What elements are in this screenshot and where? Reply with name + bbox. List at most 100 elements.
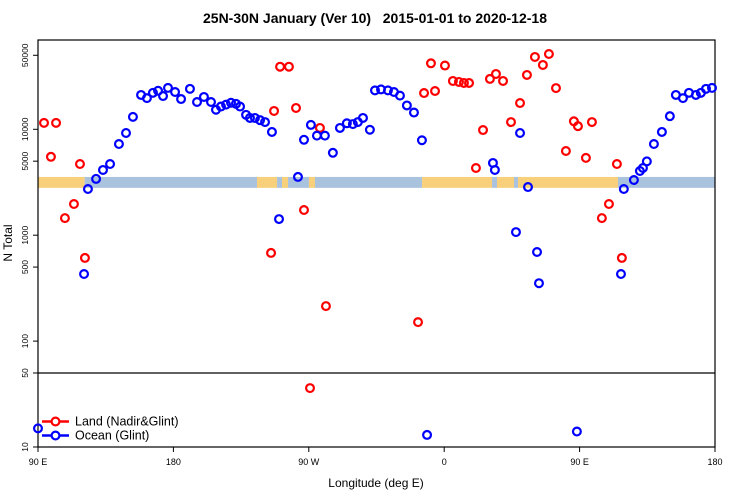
data-point-land — [266, 247, 277, 258]
data-point-land — [45, 151, 56, 162]
data-point-ocean — [244, 112, 255, 123]
data-point-land — [498, 75, 509, 86]
legend-label-land: Land (Nadir&Glint) — [75, 415, 179, 429]
data-point-ocean — [664, 111, 675, 122]
data-point-ocean — [32, 423, 43, 434]
data-point-ocean — [91, 173, 102, 184]
y-axis-tick-label: 10000 — [20, 117, 30, 141]
land-ocean-band-segment-ocean — [277, 176, 283, 188]
data-point-ocean — [364, 124, 375, 135]
data-point-land — [419, 88, 430, 99]
data-point-ocean — [357, 112, 368, 123]
data-point-land — [616, 252, 627, 263]
x-axis-tick-label: 90 W — [298, 457, 320, 467]
y-axis-tick-label: 5000 — [20, 151, 30, 170]
x-axis-tick-label: 90 E — [570, 457, 589, 467]
data-point-ocean — [105, 159, 116, 170]
data-point-ocean — [158, 91, 169, 102]
data-point-ocean — [648, 139, 659, 150]
data-point-land — [413, 317, 424, 328]
data-point-ocean — [192, 97, 203, 108]
land-ocean-band-segment-land — [422, 176, 493, 188]
data-point-land — [51, 117, 62, 128]
data-point-land — [283, 61, 294, 72]
data-point-ocean — [319, 130, 330, 141]
data-point-land — [275, 61, 286, 72]
data-point-land — [291, 102, 302, 113]
data-point-ocean — [113, 139, 124, 150]
land-ocean-band-segment-land — [308, 176, 315, 188]
data-point-ocean — [305, 119, 316, 130]
data-point-ocean — [127, 111, 138, 122]
data-point-land — [596, 213, 607, 224]
data-point-ocean — [677, 93, 688, 104]
data-point-ocean — [141, 93, 152, 104]
data-point-land — [505, 117, 516, 128]
data-point-ocean — [327, 147, 338, 158]
data-point-ocean — [422, 429, 433, 440]
land-ocean-band-segment-land — [282, 176, 289, 188]
data-point-land — [320, 301, 331, 312]
data-point-ocean — [97, 164, 108, 175]
data-point-ocean — [382, 85, 393, 96]
land-ocean-band-segment-ocean — [84, 176, 258, 188]
data-point-ocean — [641, 156, 652, 167]
data-point-ocean — [170, 87, 181, 98]
data-point-land — [515, 98, 526, 109]
data-point-land — [269, 105, 280, 116]
data-point-ocean — [515, 127, 526, 138]
data-point-ocean — [274, 214, 285, 225]
data-point-ocean — [311, 130, 322, 141]
data-point-land — [470, 163, 481, 174]
x-axis-tick-label: 0 — [442, 457, 447, 467]
data-point-land — [550, 83, 561, 94]
data-point-ocean — [221, 99, 232, 110]
data-point-ocean — [347, 119, 358, 130]
data-point-ocean — [235, 101, 246, 112]
data-point-land — [74, 159, 85, 170]
data-point-ocean — [249, 112, 260, 123]
data-point-ocean — [533, 278, 544, 289]
data-point-ocean — [292, 171, 303, 182]
land-ocean-band-segment-ocean — [617, 176, 715, 188]
data-point-land — [305, 383, 316, 394]
data-point-ocean — [489, 164, 500, 175]
legend-label-ocean: Ocean (Glint) — [75, 429, 149, 443]
x-axis-tick-label: 180 — [707, 457, 722, 467]
data-point-land — [39, 117, 50, 128]
data-point-ocean — [184, 83, 195, 94]
y-axis-tick-label: 50 — [20, 368, 30, 378]
data-point-ocean — [82, 184, 93, 195]
data-point-ocean — [532, 246, 543, 257]
x-axis-tick-label: 180 — [166, 457, 181, 467]
data-point-land — [447, 75, 458, 86]
land-ocean-band-segment-ocean — [314, 176, 423, 188]
data-point-land — [586, 117, 597, 128]
y-axis-tick-label: 10 — [20, 442, 30, 452]
data-point-ocean — [206, 97, 217, 108]
data-point-ocean — [198, 91, 209, 102]
data-point-ocean — [121, 127, 132, 138]
data-point-land — [430, 85, 441, 96]
data-point-ocean — [656, 126, 667, 137]
data-point-land — [439, 60, 450, 71]
land-ocean-band-segment-ocean — [514, 176, 519, 188]
data-point-ocean — [394, 90, 405, 101]
data-point-land — [464, 77, 475, 88]
y-axis-tick-label: 1000 — [20, 225, 30, 244]
chart-title: 25N-30N January (Ver 10) 2015-01-01 to 2… — [203, 10, 547, 26]
data-point-ocean — [215, 101, 226, 112]
data-point-ocean — [162, 82, 173, 93]
data-point-ocean — [628, 175, 639, 186]
data-point-land — [529, 51, 540, 62]
data-point-land — [560, 145, 571, 156]
data-point-land — [79, 252, 90, 263]
y-axis-tick-label: 100 — [20, 334, 30, 348]
plot-generated-content: 10 50 100 500 1000 5000 10000 50000 90 E 180 90 W 0… — [20, 39, 723, 467]
data-point-land — [453, 76, 464, 87]
land-ocean-band-segment-land — [518, 176, 618, 188]
x-axis-title: Longitude (deg E) — [328, 476, 423, 490]
data-point-land — [572, 121, 583, 132]
